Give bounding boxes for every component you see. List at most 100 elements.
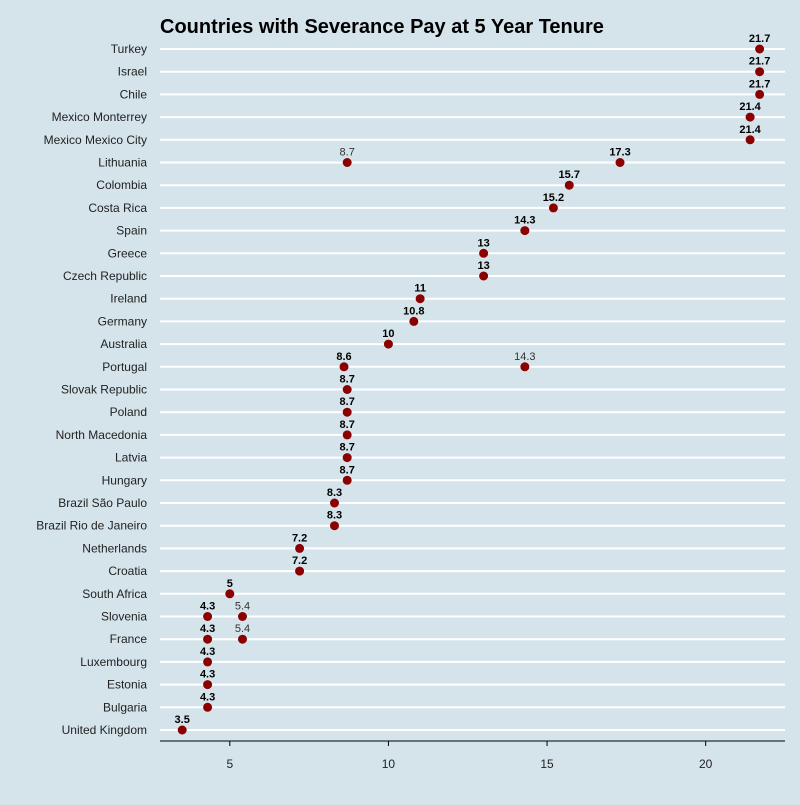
data-point <box>203 612 213 621</box>
category-label: South Africa <box>82 587 147 601</box>
data-point <box>329 521 339 531</box>
data-point <box>745 112 755 122</box>
data-point <box>383 339 393 349</box>
data-label: 8.7 <box>340 464 355 476</box>
data-point <box>237 634 247 644</box>
data-point <box>409 316 419 326</box>
data-label: 8.7 <box>340 396 355 408</box>
x-tick-label: 15 <box>540 757 554 771</box>
chart-title: Countries with Severance Pay at 5 Year T… <box>160 16 604 38</box>
category-label: Portugal <box>102 360 147 374</box>
x-tick-label: 20 <box>699 757 713 771</box>
data-point <box>203 657 213 667</box>
data-point <box>755 89 765 99</box>
gridlines <box>160 48 785 731</box>
category-label: Croatia <box>108 564 147 578</box>
data-label: 21.7 <box>749 56 770 68</box>
data-label: 21.7 <box>749 33 770 45</box>
data-label: 21.4 <box>739 124 761 136</box>
data-point <box>295 566 305 576</box>
category-label: Germany <box>98 314 147 328</box>
data-label: 8.3 <box>327 487 342 499</box>
data-label: 17.3 <box>609 147 630 159</box>
data-point <box>479 271 489 281</box>
data-point <box>342 430 352 440</box>
category-label: Bulgaria <box>103 700 147 714</box>
data-point <box>225 589 235 599</box>
data-point <box>342 453 352 463</box>
data-label: 5.4 <box>235 601 250 613</box>
data-label: 4.3 <box>200 646 215 658</box>
data-label: 15.7 <box>559 169 580 181</box>
category-label: Greece <box>108 246 148 260</box>
data-label: 7.2 <box>292 555 307 567</box>
category-label: Latvia <box>115 451 147 465</box>
data-point <box>342 385 352 394</box>
data-label: 8.7 <box>340 147 355 159</box>
data-point <box>339 362 349 372</box>
data-point <box>479 248 489 258</box>
data-point <box>520 226 530 236</box>
data-point <box>548 203 558 213</box>
data-point <box>755 67 765 77</box>
category-labels: Turkey Israel Chile Mexico Monterrey Mexico … <box>36 42 147 737</box>
x-tick-label: 5 <box>226 757 233 771</box>
category-label: Estonia <box>107 678 147 692</box>
data-point <box>564 180 574 190</box>
data-label: 14.3 <box>514 215 535 227</box>
data-point <box>329 498 339 508</box>
data-point <box>177 725 187 735</box>
data-point <box>342 158 352 167</box>
category-label: Slovak Republic <box>61 383 147 397</box>
category-label: Mexico Monterrey <box>52 110 147 124</box>
category-label: Ireland <box>110 292 147 306</box>
category-label: Costa Rica <box>88 201 147 215</box>
data-label: 13 <box>477 260 489 272</box>
data-point <box>237 612 247 621</box>
category-label: Hungary <box>102 473 147 487</box>
data-label: 10 <box>382 328 394 340</box>
data-point <box>203 680 213 690</box>
category-label: Israel <box>118 65 147 79</box>
data-point <box>415 294 425 304</box>
category-label: Poland <box>110 405 147 419</box>
data-point <box>203 702 213 712</box>
axes: 5 10 15 20 <box>160 740 785 771</box>
data-label: 13 <box>477 237 489 249</box>
data-label: 4.3 <box>200 623 215 635</box>
data-label: 8.7 <box>340 374 355 386</box>
data-point <box>342 407 352 417</box>
data-label: 8.7 <box>340 442 355 454</box>
category-label: Spain <box>116 224 147 238</box>
x-tick-label: 10 <box>382 757 396 771</box>
data-label: 8.6 <box>336 351 351 363</box>
data-point <box>755 44 765 54</box>
category-label: Australia <box>100 337 147 351</box>
data-point <box>615 158 625 167</box>
data-label: 4.3 <box>200 601 215 613</box>
category-label: Mexico Mexico City <box>44 133 147 147</box>
data-label: 8.7 <box>340 419 355 431</box>
category-label: Chile <box>120 87 148 101</box>
data-label: 10.8 <box>403 305 424 317</box>
data-label: 5.4 <box>235 623 250 635</box>
data-point <box>295 543 305 553</box>
data-label: 21.7 <box>749 78 770 90</box>
data-label: 5 <box>227 578 233 590</box>
data-label: 4.3 <box>200 691 215 703</box>
category-label: Brazil São Paulo <box>58 496 147 510</box>
data-label: 4.3 <box>200 669 215 681</box>
category-label: Colombia <box>96 178 147 192</box>
data-label: 11 <box>414 283 426 295</box>
category-label: United Kingdom <box>62 723 147 737</box>
data-points <box>177 44 765 735</box>
category-label: Czech Republic <box>63 269 147 283</box>
data-point <box>342 475 352 485</box>
category-label: Luxembourg <box>80 655 147 669</box>
data-label: 3.5 <box>175 714 190 726</box>
category-label: North Macedonia <box>56 428 148 442</box>
data-label: 14.3 <box>514 351 535 363</box>
category-label: Turkey <box>111 42 147 56</box>
